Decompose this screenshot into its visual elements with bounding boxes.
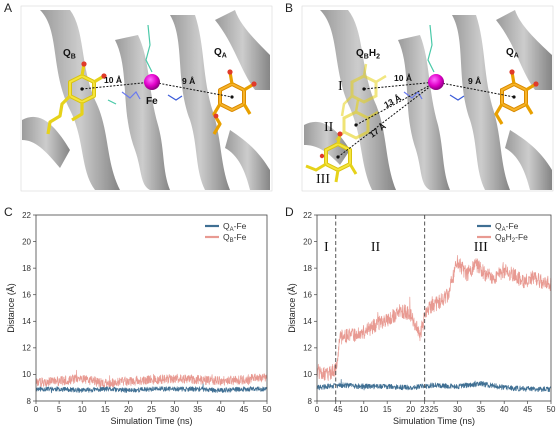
position-label-iii-b: III	[316, 172, 330, 187]
iron-atom-a	[144, 74, 160, 90]
y-tick-label: 22	[303, 211, 312, 220]
x-tick-label: 20	[406, 405, 415, 414]
x-axis-title: Simulation Time (ns)	[393, 416, 475, 426]
distance-label-i-b: 10 Å	[394, 73, 412, 83]
panel-letter-b: B	[285, 1, 293, 15]
region-label-2: II	[371, 240, 381, 255]
x-tick-label: 15	[383, 405, 392, 414]
x-tick-label: 50	[263, 405, 272, 414]
x-tick-label: 15	[101, 405, 110, 414]
quinone-a-molecule-a	[212, 69, 257, 135]
y-tick-label: 16	[303, 291, 312, 300]
protein-helices-b	[304, 10, 552, 190]
series-line-qb	[35, 369, 268, 389]
x-tick-label: 50	[547, 405, 556, 414]
y-tick-label: 16	[22, 291, 31, 300]
quinone-b-position-3	[305, 131, 358, 183]
x-tick-label: 10	[78, 405, 87, 414]
x-tick-label-extra: 4	[333, 405, 338, 414]
region-label-1: I	[324, 240, 329, 255]
legend-entry-0: QA-Fe	[495, 221, 519, 233]
panel-letter-a: A	[4, 1, 12, 15]
fe-label-a: Fe	[146, 96, 158, 107]
y-tick-label: 10	[22, 370, 31, 379]
x-tick-label: 30	[453, 405, 462, 414]
x-tick-label: 5	[57, 405, 62, 414]
x-tick-label: 0	[315, 405, 320, 414]
distance-label-qa-b: 9 Å	[468, 76, 481, 86]
y-tick-label: 20	[303, 237, 312, 246]
qa-label-b: QA	[506, 47, 519, 60]
chart-panel-d: 0 5 10 15 20 25 30 35 40 45 50 4 23 8 10 12 14 16 18 20 22 Si…	[287, 211, 556, 426]
panel-letter-d: D	[285, 205, 294, 219]
qb-label-a: QB	[63, 48, 76, 61]
legend-entry-1: QB-Fe	[223, 232, 247, 244]
y-tick-label: 10	[303, 370, 312, 379]
y-tick-label: 12	[22, 344, 31, 353]
chart-panel-c: 0 5 10 15 20 25 30 35 40 45 50 8 10 12 14 16 18 20 22 Simul…	[6, 211, 272, 426]
y-tick-label: 14	[22, 317, 31, 326]
x-tick-label: 30	[170, 405, 179, 414]
x-tick-label: 25	[147, 405, 156, 414]
y-tick-label: 14	[303, 317, 312, 326]
x-tick-label: 40	[216, 405, 225, 414]
y-tick-label: 12	[303, 344, 312, 353]
residue-sticks-a	[107, 24, 183, 105]
y-tick-label: 22	[22, 211, 31, 220]
y-tick-label: 18	[22, 264, 31, 273]
series-line-qa	[35, 383, 268, 394]
x-tick-label: 35	[193, 405, 202, 414]
legend-entry-0: QA-Fe	[223, 221, 247, 233]
position-label-i-b: I	[338, 79, 343, 94]
qa-label-a: QA	[214, 47, 227, 60]
residue-sticks-b	[403, 24, 465, 101]
quinone-b-position-1	[340, 63, 387, 117]
y-axis-title: Distance (Å)	[6, 283, 16, 333]
y-tick-label: 20	[22, 237, 31, 246]
x-tick-label: 0	[34, 405, 39, 414]
y-axis-title: Distance (Å)	[287, 283, 297, 333]
y-tick-label: 8	[308, 397, 313, 406]
x-tick-label: 10	[359, 405, 368, 414]
distance-label-qa-a: 9 Å	[182, 76, 195, 86]
distance-label-qb-a: 10 Å	[104, 75, 122, 85]
y-tick-label: 18	[303, 264, 312, 273]
x-tick-label: 35	[476, 405, 485, 414]
quinone-a-molecule-b	[494, 69, 539, 125]
y-tick-label: 8	[27, 397, 32, 406]
x-tick-label: 5	[338, 405, 343, 414]
series-line-qb	[316, 255, 552, 381]
panel-b-structure: QBH2 QA 10 Å 9 Å 13 Å 17 Å I II III	[301, 5, 554, 192]
x-tick-label: 40	[500, 405, 509, 414]
panel-letter-c: C	[4, 205, 13, 219]
series-line-qa	[316, 379, 552, 392]
legend-entry-1: QBH2-Fe	[495, 232, 528, 244]
qbh2-label-b: QBH2	[356, 48, 380, 61]
x-tick-label: 20	[124, 405, 133, 414]
x-tick-label: 25	[430, 405, 439, 414]
position-label-ii-b: II	[324, 120, 334, 135]
panel-a-structure: QB QA Fe 10 Å 9 Å	[20, 5, 273, 192]
x-tick-label: 45	[523, 405, 532, 414]
x-tick-label-extra: 23	[420, 405, 429, 414]
x-tick-label: 45	[239, 405, 248, 414]
x-axis-title: Simulation Time (ns)	[110, 416, 192, 426]
iron-atom-b	[428, 74, 444, 90]
region-label-3: III	[474, 240, 488, 255]
quinone-b-molecule-a	[46, 61, 107, 135]
